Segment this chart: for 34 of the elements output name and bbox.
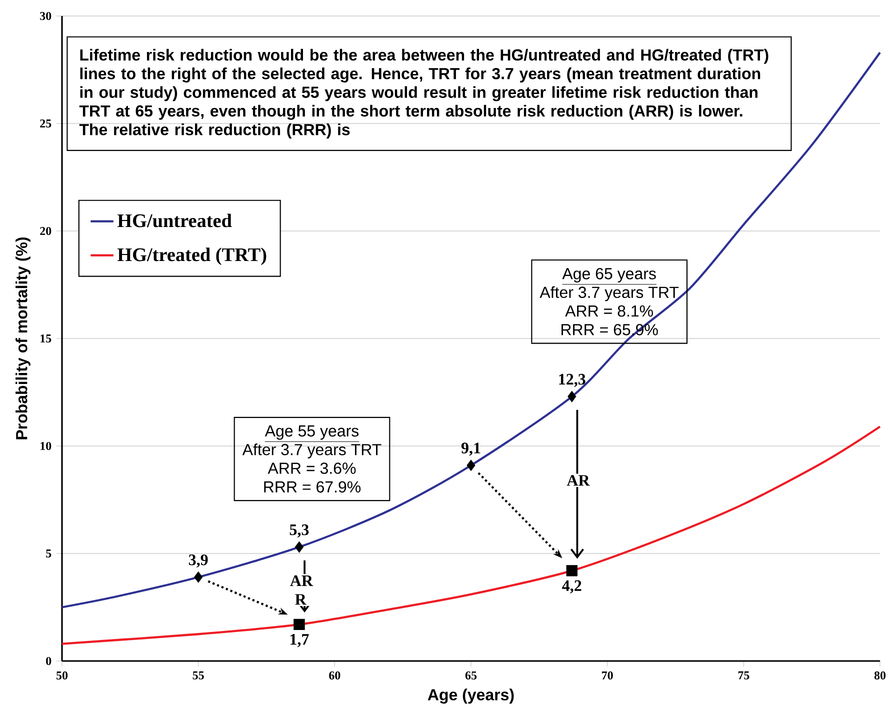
x-tick-label: 60 <box>329 671 340 680</box>
annotation: Lifetime risk reduction would be the area between the HG/untreated and HG/treated (TRT) lines to the right of the selected age. Hence, TRT for 3.7 years (mean treatment duration in our study) commenced at 55 years would result in greater lifetime risk reduction than TRT at 65 years, even though in the short term absolute risk reduction (ARR) is lower. The relative risk reduction (RRR) is <box>79 48 768 138</box>
x-tick-label: 70 <box>602 671 613 680</box>
legend-label: HG/treated (TRT) <box>117 248 266 266</box>
annotation: AR <box>566 475 590 486</box>
x-tick-label: 80 <box>874 671 886 680</box>
annotation: Age 55 years <box>264 425 359 440</box>
annotation: ARR = 3.6% <box>268 462 356 474</box>
annotation: RRR = 67.9% <box>264 481 361 493</box>
annotation: Age 65 years <box>562 268 656 282</box>
y-tick-label: 15 <box>40 334 52 343</box>
data-label: 1,7 <box>290 634 309 648</box>
y-axis-title: Probability of mortality (%) <box>16 238 30 440</box>
legend-label: HG/untreated <box>117 214 232 228</box>
y-tick-label: 30 <box>40 12 52 20</box>
annotation: ARR = 8.1% <box>565 305 653 317</box>
x-tick-label: 65 <box>465 671 477 680</box>
x-tick-label: 50 <box>56 671 68 680</box>
data-label: 12,3 <box>559 374 586 387</box>
y-tick-label: 25 <box>40 119 52 128</box>
x-axis-title: Age (years) <box>428 688 514 704</box>
x-tick-label: 75 <box>738 671 750 680</box>
data-label: 3,9 <box>188 554 208 568</box>
annotation: After 3.7 years TRT <box>242 444 382 458</box>
y-tick-label: 0 <box>46 656 52 666</box>
data-label: 4,2 <box>562 580 582 594</box>
x-tick-label: 55 <box>192 671 204 680</box>
annotation: AR R <box>290 575 314 605</box>
y-tick-label: 10 <box>40 442 52 450</box>
annotation: After 3.7 years TRT <box>540 286 679 302</box>
data-label: 5,3 <box>290 524 309 538</box>
y-tick-label: 5 <box>46 550 52 558</box>
data-label: 9,1 <box>461 442 480 456</box>
y-tick-label: 20 <box>40 226 52 236</box>
